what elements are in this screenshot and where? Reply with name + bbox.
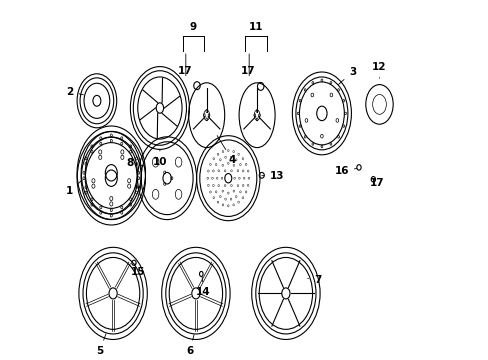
Text: 5: 5 — [96, 334, 106, 356]
Text: 17: 17 — [241, 66, 255, 76]
Text: 13: 13 — [261, 171, 284, 181]
Text: 12: 12 — [371, 62, 386, 78]
Text: 10: 10 — [152, 149, 167, 167]
Text: 4: 4 — [217, 136, 235, 165]
Text: 17: 17 — [369, 178, 384, 188]
Text: 9: 9 — [189, 22, 197, 32]
Text: 6: 6 — [186, 334, 194, 356]
Text: 14: 14 — [195, 277, 210, 297]
Text: 3: 3 — [338, 67, 355, 85]
Text: 7: 7 — [307, 275, 321, 285]
Text: 2: 2 — [66, 87, 83, 97]
Text: 8: 8 — [126, 158, 143, 168]
Text: 17: 17 — [178, 66, 192, 76]
Text: 15: 15 — [131, 264, 145, 277]
Text: 16: 16 — [334, 166, 356, 176]
Text: 1: 1 — [66, 180, 82, 196]
Text: 11: 11 — [248, 22, 263, 32]
